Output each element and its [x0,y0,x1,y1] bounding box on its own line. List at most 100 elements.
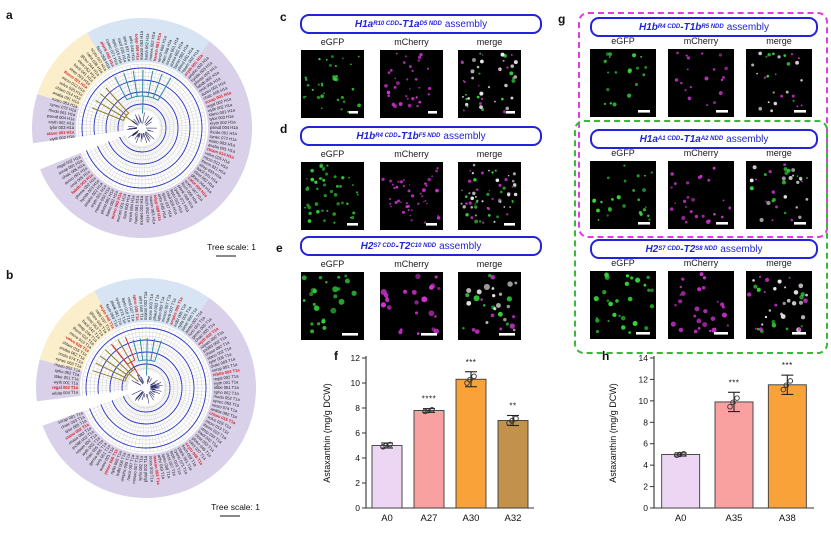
channel-header-mcherry: mCherry [394,149,429,159]
channel-header-mcherry: mCherry [683,148,719,158]
green-dashed-group-border [574,120,828,354]
tree-scale-text: Tree scale: 1 [211,502,260,512]
tree-b-leaf-label: arthr 049 T1a [138,295,145,320]
tree-a-leaf-label: maxon 063 H1a [139,30,144,60]
significance-A30: *** [466,358,477,367]
significance-A35: *** [729,378,740,387]
bar-A30 [455,378,487,509]
tree-b-leaf-label: rebita 004 T1a [52,389,79,396]
y-tick-label: 2 [643,482,648,492]
tree-b-leaf-label: rhodo 052 T1a [54,362,82,374]
tree-a-leaf-label: rhodo 061 H1a [48,107,76,117]
y-tick-label: 4 [355,453,360,463]
tree-b-leaf-label: rebita 004 T1a [212,367,240,377]
tree-b-leaf-label: spho 062 T1a [54,368,80,378]
channel-header-merge: merge [476,37,503,47]
micrograph-g3-merge [746,271,812,339]
x-tick-label-A27: A27 [421,513,438,524]
tree-a-leaf-label: anaba 091 H1a [207,142,236,154]
assembly-panel-d: H1b R4 CDD -T1b F5 NDD assembly eGFP mCherry me… [298,126,542,230]
x-tick-label-A0: A0 [381,513,393,524]
micrograph-g1-egfp [590,49,656,117]
x-tick-label-A30: A30 [463,513,480,524]
tree-a-leaf-label: tylor 003 H1a [50,125,75,130]
y-tick-label: 10 [351,378,361,388]
assembly-title: H1b R4 CDD -T1b R5 NDD assembly [590,17,818,37]
panel-label-b: b [6,268,14,282]
channel-header-merge: merge [476,149,503,159]
tree-a-leaf-label: rhodo 061 H1a [210,129,238,136]
micrograph-g2-mcherry [668,161,734,229]
channel-header-egfp: eGFP [611,258,635,268]
tree-a-leaf-label: pseud 004 H1a [47,113,76,122]
channel-header-merge: merge [766,148,792,158]
tree-a-leaf-label: wyth 002 H1a [49,134,75,142]
bar-A32 [497,420,529,509]
tree-a-leaf-label: hatch 062 H1a [144,196,151,224]
tree-b-leaf-label: mons 003 T1a [148,456,155,483]
tree-a-svg: maxon 063 H1a hatch 062 H1a mones 002 H1ah… [29,18,256,257]
tree-a-leaf-label: ranch 084 H1a [156,35,168,63]
channel-header-merge: merge [476,259,503,269]
y-axis-label: Astaxanthin (mg/g DCW) [608,383,618,483]
micrograph-g1-mcherry [668,49,734,117]
tree-b-leaf-label: spho 082 T1a [137,455,144,481]
y-tick-label: 6 [355,428,360,438]
y-tick-label: 2 [355,478,360,488]
channel-header-egfp: eGFP [611,36,635,46]
channel-header-egfp: eGFP [320,259,345,269]
micrograph-e-egfp [301,272,364,340]
tree-b-leaf-label: maxon 002 T1a [143,291,148,320]
micrograph-g3-egfp [590,271,656,339]
tree-a-leaf-label: nosto 083 H1a [208,138,236,148]
channel-header-mcherry: mCherry [683,258,719,268]
tree-b-leaf-label: nosto 074 T1a [211,402,238,414]
tree-b-leaf-label: wyth 001 T1a [54,379,79,386]
micrograph-e-mcherry [380,272,443,340]
micrograph-g2-merge [746,161,812,229]
tree-a-leaf-label: tolyp 059 H1a [134,34,141,61]
assembly-title: H1a R10 CDD -T1a D5 NDD assembly [300,14,542,34]
panel-label-g: g [558,12,566,26]
tree-b-leaf-label: rhodo 052 T1a [213,394,241,402]
tree-b-leaf-label: phaul 002 T1a [143,455,148,482]
tree-a-leaf-label: tolyp 059 H1a [153,194,163,222]
panel-label-e: e [276,241,283,255]
channel-header-mcherry: mCherry [394,37,429,47]
channel-header-merge: merge [766,36,792,46]
micrograph-d-merge [458,162,521,230]
tree-a-leaf-label: ranch 084 H1a [127,194,135,222]
tree-b-leaf-label: sorap 081 T1a [211,362,238,374]
channel-header-merge: merge [766,258,792,268]
assembly-title: H2 S7 CDD -T2 C10 NDD assembly [300,236,542,256]
chart-h-svg: 0 2 4 6 8 10 12 14 Astaxanthin (mg/g DCW) A0 *** A3… [608,353,814,524]
micrograph-e-merge [458,272,521,340]
y-tick-label: 8 [643,417,648,427]
bar-A0 [371,445,403,509]
micrograph-g1-merge [746,49,812,117]
bar-A35 [714,401,754,509]
micrograph-c-mcherry [380,50,443,118]
tree-a-leaf-label: mones 002 H1a [148,31,157,61]
tree-a-leaf-label: arthr 048 H1a [157,193,168,219]
panel-label-c: c [280,10,287,24]
tree-a-leaf-label: tylor 003 H1a [209,113,235,121]
micrograph-c-egfp [301,50,364,118]
micrograph-c-merge [458,50,521,118]
tree-scale-text: Tree scale: 1 [207,242,256,252]
tree-b-leaf-label: spiru 038 T1a [132,294,140,321]
tree-b-leaf-label: regal 002 T1a [213,373,239,381]
phylogenetic-tree-a: maxon 063 H1a hatch 062 H1a mones 002 H1a h… [18,12,272,262]
tree-b-leaf-label: synec 063 T1a [212,398,240,408]
tree-a-leaf-label: wyth 002 H1a [207,102,233,113]
tree-b-leaf-label: stibe 051 T1a [54,373,80,381]
tree-b-leaf-label: spiru 038 T1a [161,453,172,479]
x-tick-label-A32: A32 [505,513,522,524]
micrograph-d-mcherry [380,162,443,230]
tree-a-leaf-label: hanch 081 H1a [152,32,162,62]
x-tick-label-A38: A38 [779,513,796,524]
significance-A32: ** [509,402,516,411]
tree-b-leaf-label: stibe 051 T1a [214,385,239,390]
assembly-panel-g3: H2 S7 CDD -T2 S8 NDD assembly eGFP mCherry merg… [588,239,820,339]
panel-label-a: a [6,8,13,22]
